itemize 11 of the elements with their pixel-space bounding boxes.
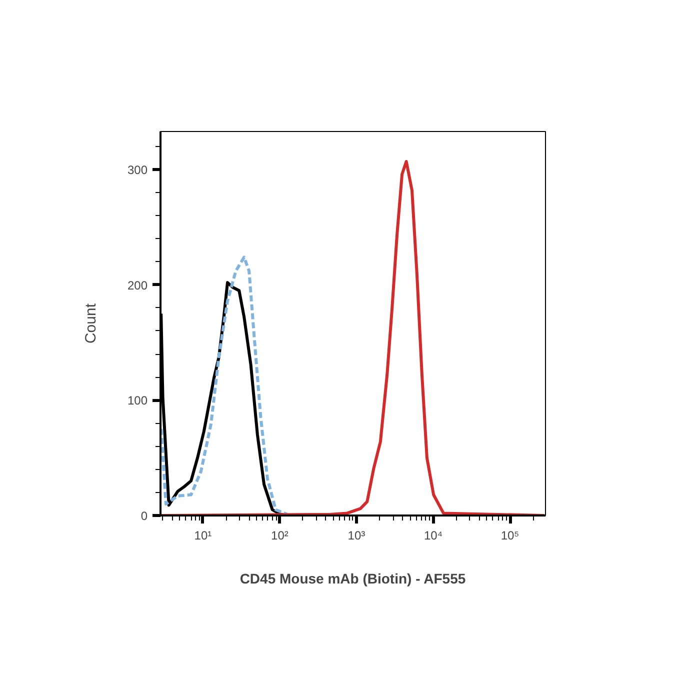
y-axis-title: Count	[82, 302, 100, 344]
y-tick-label: 300	[127, 163, 148, 178]
y-tick-label: 100	[127, 394, 148, 408]
y-tick-label: 0	[140, 509, 148, 523]
x-axis-title: CD45 Mouse mAb (Biotin) - AF555	[240, 570, 466, 586]
x-tick-label: 10⁴	[424, 528, 442, 542]
x-tick-label: 10⁵	[500, 528, 520, 542]
y-tick-label: 200	[127, 278, 148, 292]
x-tick-label: 10²	[271, 528, 288, 542]
x-tick-label: 10³	[348, 528, 366, 542]
x-tick-label: 10¹	[194, 528, 212, 542]
